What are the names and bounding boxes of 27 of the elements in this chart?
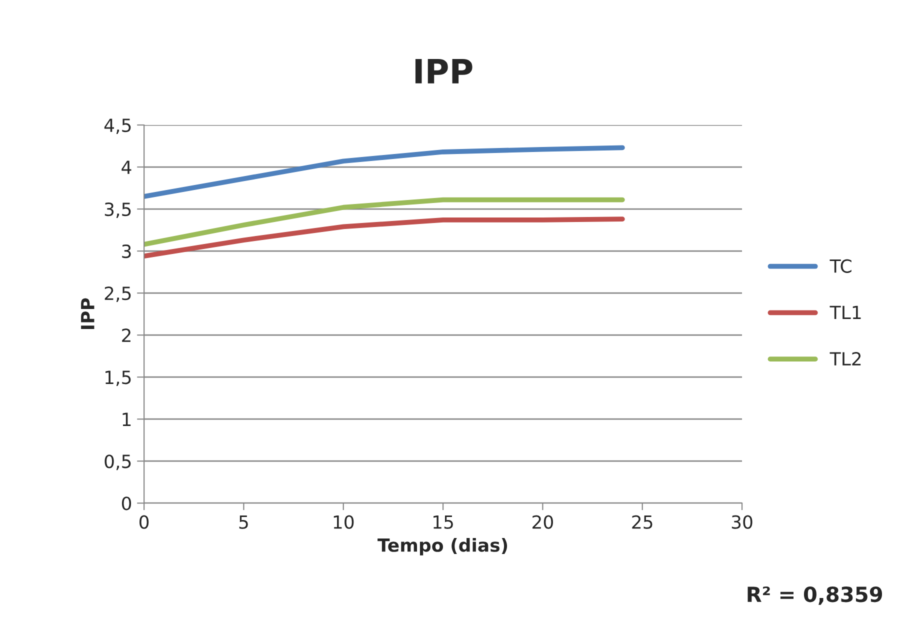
y-tick-label: 2,5	[104, 286, 131, 302]
x-tick-label: 20	[532, 515, 553, 529]
y-tick-label: 4,5	[104, 118, 131, 134]
x-tick-label: 30	[732, 515, 752, 529]
line-series	[144, 216, 625, 259]
line-series	[144, 197, 625, 247]
x-axis-title: Tempo (dias)	[378, 538, 508, 556]
x-tick-label: 10	[334, 515, 354, 529]
legend-label: TC	[830, 259, 852, 273]
line-series	[144, 145, 625, 199]
y-tick-label: 0,5	[104, 454, 131, 470]
legend-label: TL2	[830, 352, 861, 366]
y-axis-title: IPP	[81, 298, 94, 329]
chart-title: IPP	[415, 59, 472, 84]
x-tick-label: 5	[239, 515, 248, 529]
y-tick-label: 4	[122, 160, 132, 174]
y-tick-label: 3	[122, 244, 131, 258]
x-tick-label: 0	[140, 515, 149, 529]
y-tick-label: 1,5	[106, 370, 131, 386]
y-tick-label: 1	[122, 412, 131, 426]
y-tick-label: 0	[122, 496, 132, 510]
x-tick-label: 25	[632, 515, 652, 529]
x-tick-label: 15	[434, 515, 453, 529]
text: R² = 0,8359	[748, 586, 882, 605]
y-tick-label: 2	[122, 328, 130, 342]
y-tick-label: 3,5	[104, 202, 131, 218]
legend-label: TL1	[830, 306, 861, 320]
